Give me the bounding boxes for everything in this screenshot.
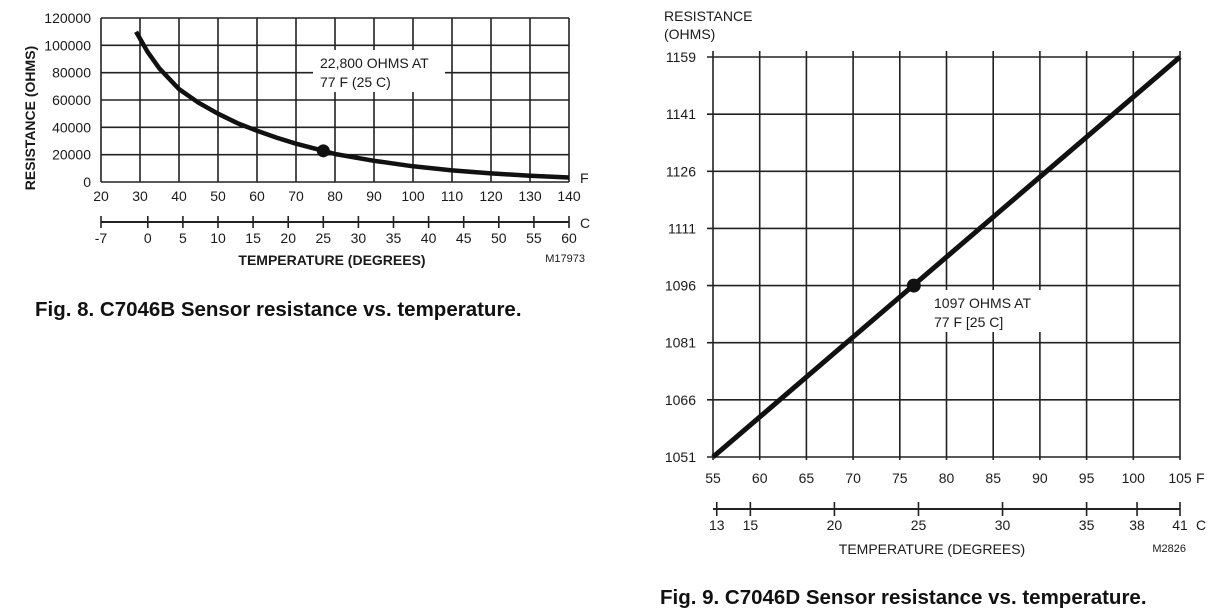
celsius-tick-label: 30 [995, 517, 1011, 533]
annotation-box [313, 50, 445, 92]
celsius-tick-label: 0 [144, 230, 152, 246]
celsius-tick-label: 38 [1129, 517, 1145, 533]
celsius-tick-label: 25 [911, 517, 927, 533]
x-tick-label: 140 [557, 188, 581, 204]
celsius-tick-label: 15 [245, 230, 261, 246]
resistance-line [711, 55, 1182, 459]
celsius-tick-label: 5 [179, 230, 187, 246]
x-tick-label: 90 [366, 188, 382, 204]
y-tick-label: 1066 [665, 392, 696, 408]
x-tick-label: 50 [210, 188, 226, 204]
y-tick-label: 40000 [52, 119, 91, 135]
fig9-caption: Fig. 9. C7046D Sensor resistance vs. tem… [660, 586, 1147, 609]
x-tick-label: 80 [327, 188, 343, 204]
celsius-tick-label: 13 [709, 517, 725, 533]
annotation-line1: 1097 OHMS AT [934, 295, 1031, 311]
y-tick-label: 20000 [52, 147, 91, 163]
fig8-caption: Fig. 8. C7046B Sensor resistance vs. tem… [35, 298, 522, 321]
celsius-tick-label: 25 [316, 230, 332, 246]
annotation-box [928, 290, 1048, 332]
celsius-tick-label: 20 [827, 517, 843, 533]
resistance-curve [134, 30, 570, 180]
x-tick-label: 20 [93, 188, 109, 204]
x-tick-label: 30 [132, 188, 148, 204]
x-tick-label: 70 [288, 188, 304, 204]
celsius-tick-label: 20 [280, 230, 296, 246]
highlight-point [906, 278, 921, 293]
x2-unit-label: C [580, 215, 590, 231]
celsius-tick-label: 60 [561, 230, 577, 246]
celsius-tick-label: 35 [386, 230, 402, 246]
y-tick-label: 80000 [52, 65, 91, 81]
x-tick-label: 80 [939, 470, 955, 486]
x-tick-label: 100 [1122, 470, 1146, 486]
y-tick-label: 1111 [668, 220, 696, 236]
celsius-tick-label: 10 [210, 230, 226, 246]
y-tick-label: 1126 [666, 163, 696, 179]
annotation-line2: 77 F (25 C) [320, 74, 391, 90]
celsius-tick-label: 50 [491, 230, 507, 246]
y-tick-label: 1159 [666, 49, 696, 65]
celsius-tick-label: 55 [526, 230, 542, 246]
y-tick-label: 120000 [44, 10, 91, 26]
x-tick-label: 60 [249, 188, 265, 204]
y-axis-title: RESISTANCE (OHMS) [22, 46, 38, 190]
x-tick-label: 65 [799, 470, 815, 486]
x-tick-label: 105 [1168, 470, 1192, 486]
x-tick-label: 110 [441, 188, 464, 204]
highlight-point [316, 144, 330, 158]
y-tick-label: 0 [83, 174, 91, 190]
y-tick-label: 1051 [665, 449, 696, 465]
annotation-line1: 22,800 OHMS AT [320, 55, 429, 71]
y-axis-title-line1: RESISTANCE [664, 8, 752, 24]
y-tick-label: 1141 [666, 106, 696, 122]
x-tick-label: 120 [479, 188, 503, 204]
x-tick-label: 95 [1079, 470, 1095, 486]
x-tick-label: 55 [705, 470, 721, 486]
celsius-tick-label: 45 [456, 230, 472, 246]
celsius-tick-label: -7 [95, 230, 108, 246]
x-tick-label: 75 [892, 470, 908, 486]
celsius-tick-label: 40 [421, 230, 437, 246]
figure-code: M2826 [1152, 543, 1186, 555]
x-tick-label: 130 [518, 188, 542, 204]
x-tick-label: 100 [401, 188, 425, 204]
y-tick-label: 1081 [665, 335, 696, 351]
x-tick-label: 85 [985, 470, 1001, 486]
y-axis-title-line2: (OHMS) [664, 26, 715, 42]
celsius-tick-label: 30 [351, 230, 367, 246]
y-tick-label: 100000 [44, 37, 91, 53]
x-tick-label: 70 [845, 470, 861, 486]
y-tick-label: 1096 [665, 278, 696, 294]
y-tick-label: 60000 [52, 92, 91, 108]
x-axis-title: TEMPERATURE (DEGREES) [238, 252, 425, 268]
x-tick-label: 90 [1032, 470, 1048, 486]
x-axis-title: TEMPERATURE (DEGREES) [839, 541, 1025, 557]
x-unit-label: F [1196, 470, 1205, 486]
x2-unit-label: C [1196, 517, 1206, 533]
figure-code: M17973 [545, 253, 585, 265]
celsius-tick-label: 35 [1079, 517, 1095, 533]
x-unit-label: F [580, 170, 589, 186]
x-tick-label: 60 [752, 470, 768, 486]
annotation-line2: 77 F [25 C] [934, 314, 1003, 330]
celsius-tick-label: 15 [743, 517, 759, 533]
celsius-tick-label: 41 [1172, 517, 1188, 533]
x-tick-label: 40 [171, 188, 187, 204]
